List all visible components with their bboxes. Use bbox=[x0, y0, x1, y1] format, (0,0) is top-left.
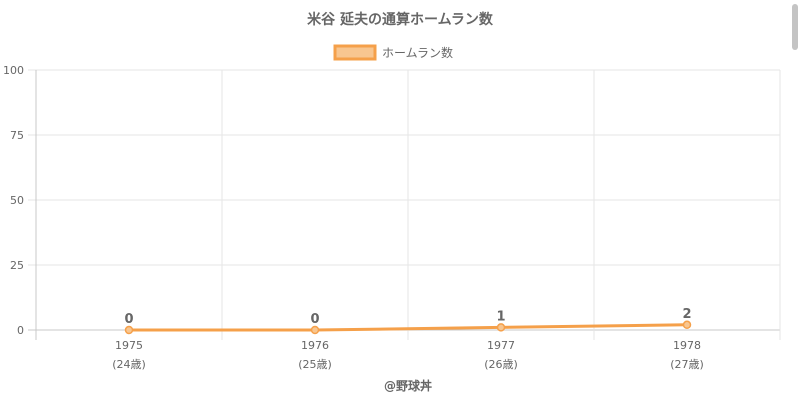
x-tick-sublabel: (25歳) bbox=[298, 358, 332, 371]
data-point bbox=[682, 320, 692, 330]
y-tick-label: 0 bbox=[17, 324, 24, 337]
legend-label[interactable]: ホームラン数 bbox=[382, 45, 453, 60]
legend-swatch[interactable] bbox=[333, 44, 377, 61]
x-tick-label: 1975 bbox=[115, 339, 143, 352]
y-tick-label: 75 bbox=[10, 129, 24, 142]
y-tick-label: 100 bbox=[3, 64, 24, 77]
x-tick-label: 1978 bbox=[673, 339, 701, 352]
vertical-scrollbar[interactable] bbox=[792, 4, 798, 50]
data-label: 2 bbox=[682, 307, 691, 322]
y-tick-label: 25 bbox=[10, 259, 24, 272]
series-layer: 0 0 1 2 bbox=[124, 307, 692, 335]
grid bbox=[28, 69, 781, 340]
data-label: 0 bbox=[124, 312, 133, 327]
x-tick-sublabel: (27歳) bbox=[670, 358, 704, 371]
axes: 02550751001975(24歳)1976(25歳)1977(26歳)197… bbox=[3, 64, 704, 371]
footer-credit: @野球丼 bbox=[384, 378, 432, 393]
chart-title: 米谷 延夫の通算ホームラン数 bbox=[307, 11, 494, 28]
x-tick-label: 1977 bbox=[487, 339, 515, 352]
data-point bbox=[310, 325, 320, 335]
data-point bbox=[496, 323, 506, 332]
x-tick-sublabel: (24歳) bbox=[112, 358, 146, 371]
data-point bbox=[124, 325, 134, 335]
y-tick-label: 50 bbox=[10, 194, 24, 207]
data-label: 0 bbox=[310, 312, 319, 327]
legend[interactable]: ホームラン数 bbox=[333, 44, 453, 61]
x-tick-label: 1976 bbox=[301, 339, 329, 352]
x-tick-sublabel: (26歳) bbox=[484, 358, 518, 371]
series-line bbox=[129, 323, 688, 332]
data-label: 1 bbox=[496, 309, 505, 324]
